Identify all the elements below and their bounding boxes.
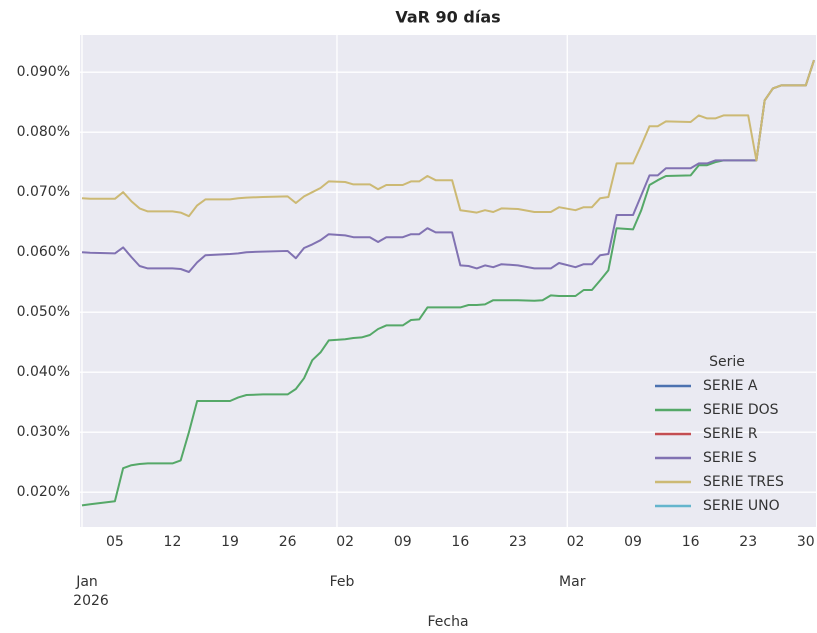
x-tick-label-major: Feb — [330, 574, 355, 590]
y-tick-label: 0.060% — [17, 244, 70, 260]
series-line — [81, 59, 815, 507]
x-tick-label: 30 — [797, 534, 815, 550]
x-tick-label: 23 — [739, 534, 757, 550]
legend-label: SERIE DOS — [703, 402, 779, 418]
x-tick-label: 09 — [624, 534, 642, 550]
legend-title: Serie — [709, 354, 745, 370]
y-tick-label: 0.040% — [17, 364, 70, 380]
series-line — [81, 59, 815, 273]
x-tick-label: 26 — [279, 534, 297, 550]
x-tick-label: 09 — [394, 534, 412, 550]
x-year-label: 2026 — [73, 593, 109, 609]
x-tick-label: 16 — [451, 534, 469, 550]
lines — [81, 59, 815, 507]
y-tick-label: 0.070% — [17, 184, 70, 200]
legend-label: SERIE S — [703, 450, 757, 466]
y-tick-label: 0.050% — [17, 304, 70, 320]
plot-area — [80, 35, 816, 527]
x-axis-label: Fecha — [427, 614, 468, 630]
x-tick-label-major: Mar — [559, 574, 586, 590]
legend-label: SERIE A — [703, 378, 758, 394]
legend-label: SERIE TRES — [703, 474, 784, 490]
x-tick-label: 05 — [106, 534, 124, 550]
x-tick-label: 12 — [164, 534, 182, 550]
legend-label: SERIE R — [703, 426, 758, 442]
y-tick-label: 0.090% — [17, 64, 70, 80]
legend-label: SERIE UNO — [703, 498, 780, 514]
chart-title: VaR 90 días — [395, 8, 500, 27]
x-tick-label-major: Jan — [75, 574, 98, 590]
x-tick-label: 19 — [221, 534, 239, 550]
series-line — [81, 59, 815, 218]
y-tick-label: 0.080% — [17, 124, 70, 140]
x-tick-label: 02 — [336, 534, 354, 550]
x-tick-label: 02 — [567, 534, 585, 550]
x-tick-label: 23 — [509, 534, 527, 550]
grid — [80, 35, 816, 527]
y-tick-label: 0.020% — [17, 484, 70, 500]
y-tick-label: 0.030% — [17, 424, 70, 440]
x-tick-label: 16 — [682, 534, 700, 550]
